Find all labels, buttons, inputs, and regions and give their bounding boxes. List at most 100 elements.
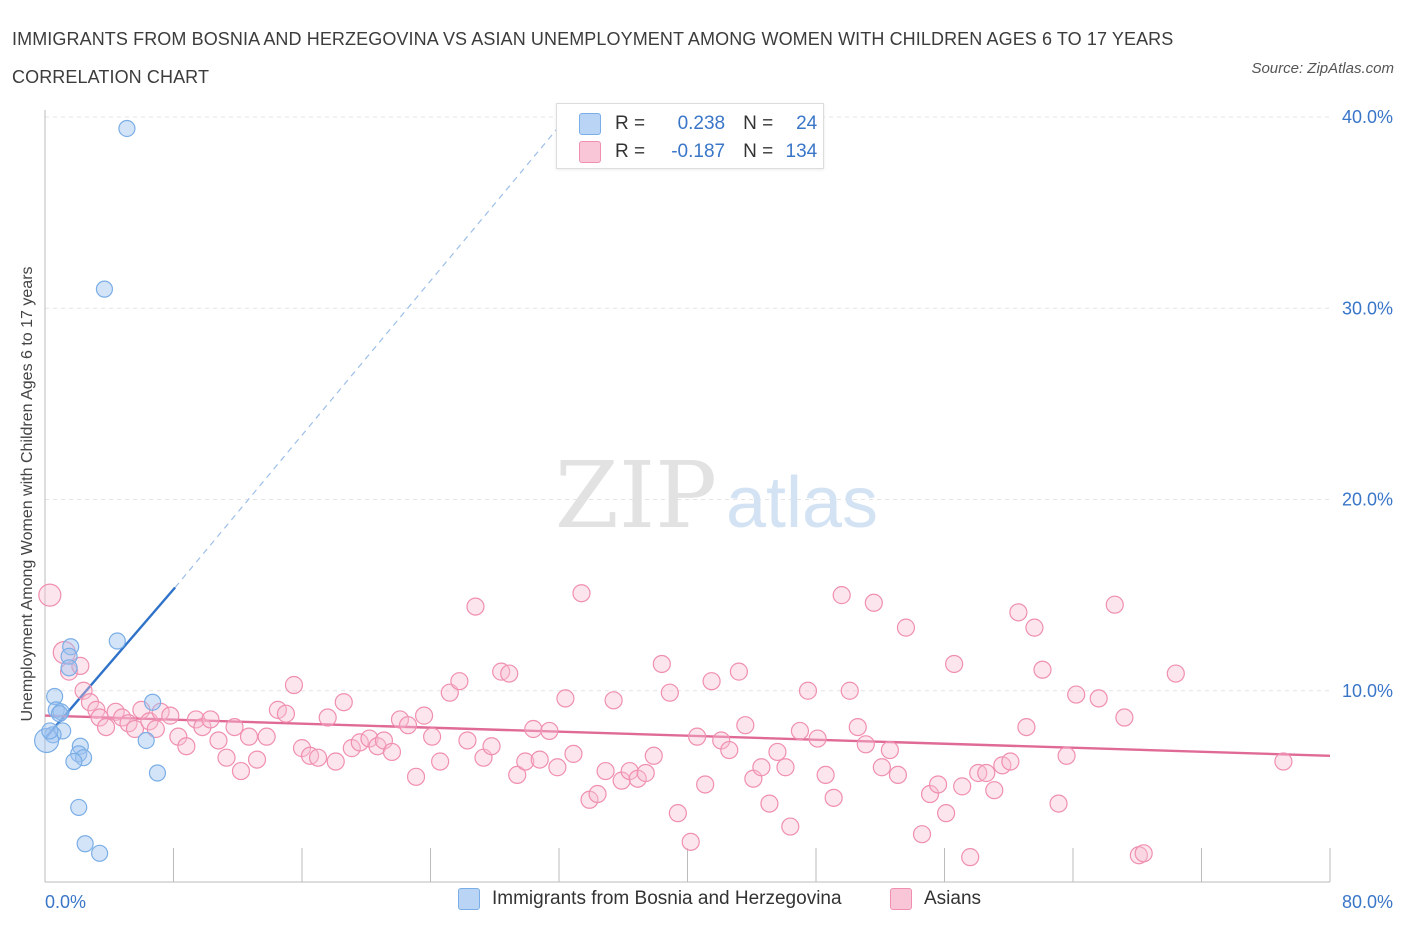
point-asian xyxy=(696,775,715,794)
point-asian xyxy=(201,710,220,729)
point-bosnia xyxy=(137,731,155,750)
point-asian xyxy=(1274,752,1293,771)
point-asian xyxy=(945,654,964,674)
point-asian xyxy=(928,775,948,794)
point-asian xyxy=(540,721,559,741)
point-asian xyxy=(146,719,165,739)
point-asian xyxy=(217,748,236,767)
watermark: ZIP atlas xyxy=(555,442,878,549)
legend-item-bosnia[interactable]: Immigrants from Bosnia and Herzegovina xyxy=(458,888,842,910)
point-asian xyxy=(516,752,535,771)
point-asian xyxy=(450,672,469,691)
point-asian xyxy=(660,683,679,702)
trend-line-bosnia xyxy=(44,586,177,740)
watermark-zip: ZIP xyxy=(555,442,717,549)
point-asian xyxy=(1057,746,1076,765)
point-asian xyxy=(808,729,827,748)
point-asian xyxy=(209,731,228,750)
point-asian xyxy=(681,832,700,851)
point-asian xyxy=(790,721,810,741)
y-tick-label: 30.0% xyxy=(1342,298,1393,318)
point-asian xyxy=(572,584,591,603)
point-asian xyxy=(276,704,296,723)
point-asian xyxy=(961,848,980,867)
legend-r-value-asians: -0.187 xyxy=(671,141,726,162)
point-asian xyxy=(880,740,899,760)
point-asian xyxy=(644,746,663,765)
point-asian xyxy=(96,717,116,737)
point-asian xyxy=(431,752,450,771)
point-bosnia xyxy=(95,280,114,298)
point-asian xyxy=(500,664,519,683)
point-asian xyxy=(1105,595,1124,614)
legend-item-asians[interactable]: Asians xyxy=(890,888,981,910)
legend-label-bosnia: Immigrants from Bosnia and Herzegovina xyxy=(492,888,842,909)
point-bosnia xyxy=(70,798,88,817)
point-asian xyxy=(953,777,972,796)
point-asian xyxy=(225,717,244,737)
point-bosnia xyxy=(91,844,109,862)
point-asian xyxy=(668,804,687,823)
point-asian xyxy=(482,737,501,756)
point-asian xyxy=(720,740,739,760)
point-asian xyxy=(318,708,337,727)
point-asian xyxy=(816,765,835,785)
point-asian xyxy=(414,706,434,725)
point-asian xyxy=(239,727,259,746)
point-asian xyxy=(937,804,956,823)
point-asian xyxy=(350,733,369,752)
point-asian xyxy=(308,748,328,767)
point-bosnia xyxy=(46,687,64,706)
y-tick-label: 10.0% xyxy=(1342,681,1393,701)
point-asian xyxy=(702,672,721,691)
point-bosnia xyxy=(118,119,136,138)
point-asian xyxy=(530,750,549,769)
point-asian xyxy=(71,656,90,675)
point-asian xyxy=(1115,708,1134,727)
point-bosnia xyxy=(74,749,93,767)
point-asian xyxy=(832,586,851,605)
legend-swatch-bosnia xyxy=(458,888,480,910)
legend-n-value-bosnia: 24 xyxy=(796,113,818,134)
point-asian xyxy=(798,681,818,700)
point-asian xyxy=(1166,664,1185,683)
point-asian xyxy=(985,781,1004,800)
trend-line-asians xyxy=(44,714,1331,757)
point-asian xyxy=(556,689,575,708)
legend-label-asians: Asians xyxy=(924,888,982,909)
legend-r-label: R = xyxy=(615,141,646,162)
point-bosnia xyxy=(108,632,126,650)
points-layer xyxy=(34,119,1293,867)
point-asian xyxy=(1033,660,1052,679)
point-asian xyxy=(781,817,800,836)
point-asian xyxy=(231,761,251,781)
point-asian xyxy=(848,717,867,737)
point-asian xyxy=(1067,685,1086,704)
point-asian xyxy=(257,727,276,746)
point-asian xyxy=(247,750,267,769)
legend-n-label: N = xyxy=(743,141,774,162)
point-asian xyxy=(508,765,527,785)
point-asian xyxy=(768,742,787,762)
x-tick-label: 0.0% xyxy=(45,892,86,912)
legend-swatch-asians xyxy=(579,141,601,163)
x-tick-label: 80.0% xyxy=(1342,892,1393,912)
point-asian xyxy=(326,752,345,771)
point-asian xyxy=(423,727,442,746)
point-asian xyxy=(977,763,996,783)
point-asian xyxy=(161,706,180,725)
watermark-atlas: atlas xyxy=(726,463,878,543)
point-asian xyxy=(760,794,779,813)
legend-swatch-asians xyxy=(890,888,912,910)
source-label: Source: ZipAtlas.com xyxy=(1251,60,1394,77)
point-asian xyxy=(524,719,543,739)
legend-row-asians: R = -0.187 N = 134 xyxy=(579,139,817,165)
point-asian xyxy=(864,593,883,612)
point-asian xyxy=(896,618,916,637)
point-asian xyxy=(1017,717,1036,737)
point-bosnia xyxy=(65,752,83,771)
point-bosnia xyxy=(41,722,59,740)
series-legend: Immigrants from Bosnia and Herzegovina A… xyxy=(0,888,1406,918)
point-bosnia xyxy=(76,835,94,853)
point-asian xyxy=(466,597,485,616)
